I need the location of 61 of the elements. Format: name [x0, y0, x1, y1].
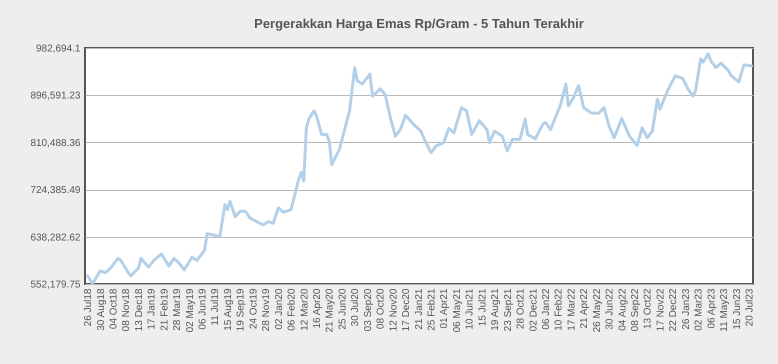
- x-tick-label: 28 Nov19: [261, 288, 272, 332]
- x-tick-label: 08 Nov18: [121, 288, 132, 332]
- x-tick-label: 17 Jan19: [146, 288, 158, 330]
- x-tick-label: 21 May20: [324, 288, 336, 332]
- x-tick-label: 19 Aug21: [490, 288, 502, 331]
- x-tick-label: 02 Mar23: [694, 288, 705, 331]
- x-tick-label: 08 Sep22: [630, 288, 642, 332]
- x-tick-label: 02 May19: [184, 288, 196, 332]
- x-tick-label: 15 Aug19: [222, 288, 234, 331]
- y-tick-label: 982,694.1: [36, 44, 81, 54]
- x-tick-label: 10 Feb22: [554, 288, 565, 331]
- x-tick-label: 17 Nov22: [655, 288, 666, 332]
- x-tick-label: 28 Mar19: [172, 288, 184, 331]
- x-tick-label: 19 Sep19: [236, 288, 247, 332]
- y-tick-label: 552,179.75: [30, 280, 81, 290]
- x-tick-label: 30 Aug18: [96, 288, 107, 331]
- y-tick-label: 724,385.49: [30, 185, 81, 196]
- x-tick-label: 26 Jan23: [680, 288, 692, 330]
- x-tick-label: 25 Jun20: [337, 288, 348, 330]
- x-tick-label: 12 Nov20: [388, 288, 400, 332]
- x-tick-label: 06 Jun19: [198, 288, 209, 330]
- x-tick-label: 20 Jul23: [744, 288, 756, 326]
- x-tick-label: 16 Apr20: [312, 288, 324, 329]
- x-tick-label: 11 Jul19: [210, 288, 222, 326]
- x-tick-label: 04 Oct18: [108, 288, 120, 330]
- chart-title: Pergerakkan Harga Emas Rp/Gram - 5 Tahun Terakhir: [254, 16, 584, 31]
- line-series: [86, 52, 753, 284]
- x-tick-label: 06 Feb20: [286, 288, 298, 331]
- x-tick-label: 25 Feb21: [426, 288, 438, 331]
- x-tick-label: 12 Mar20: [299, 288, 310, 331]
- x-tick-label: 17 Dec20: [401, 288, 412, 332]
- y-tick-label: 638,282.62: [30, 232, 81, 244]
- x-tick-label: 15 Jul21: [477, 288, 488, 326]
- x-tick-label: 24 Oct19: [248, 288, 260, 330]
- y-tick-label: 810,488.36: [30, 138, 81, 149]
- x-tick-label: 13 Oct22: [642, 288, 654, 330]
- x-tick-label: 17 Mar22: [566, 288, 578, 331]
- x-tick-label: 22 Dec22: [668, 288, 680, 332]
- x-tick-label: 02 Dec21: [528, 288, 540, 332]
- x-tick-label: 21 Feb19: [159, 288, 170, 331]
- x-tick-label: 26 Jul18: [83, 288, 94, 326]
- x-tick-label: 30 Jul20: [350, 288, 362, 326]
- x-tick-label: 13 Dec18: [134, 288, 145, 332]
- x-tick-label: 06 May21: [452, 288, 463, 332]
- x-tick-label: 01 Apr21: [439, 288, 450, 329]
- x-tick-label: 26 May22: [592, 288, 603, 332]
- x-tick-label: 06 Apr23: [706, 288, 718, 329]
- x-tick-label: 11 May23: [719, 288, 730, 332]
- x-tick-label: 04 Aug22: [617, 288, 628, 331]
- x-tick-label: 28 Oct21: [516, 288, 527, 330]
- x-tick-label: 08 Oct20: [376, 288, 387, 330]
- x-tick-label: 10 Jun21: [464, 288, 476, 330]
- x-tick-label: 30 Jun22: [604, 288, 616, 330]
- x-tick-label: 21 Apr22: [579, 288, 590, 329]
- x-tick-label: 23 Sep21: [502, 288, 514, 332]
- x-tick-label: 15 Jun23: [732, 288, 743, 330]
- y-tick-label: 896,591.23: [30, 90, 81, 102]
- x-tick-label: 06 Jan22: [540, 288, 552, 330]
- x-tick-label: 02 Jan20: [274, 288, 285, 330]
- x-tick-label: 21 Jan21: [414, 288, 425, 330]
- x-tick-label: 03 Sep20: [362, 288, 374, 332]
